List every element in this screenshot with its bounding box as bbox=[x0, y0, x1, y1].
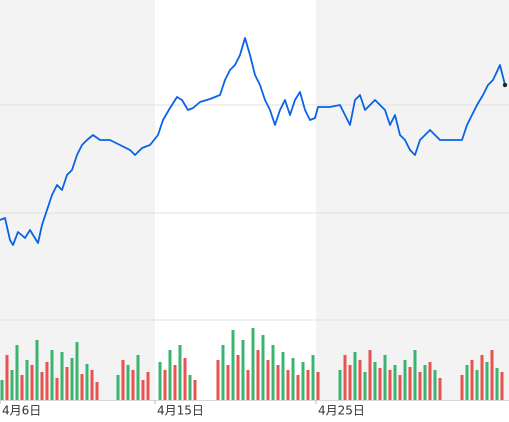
volume-bar bbox=[241, 340, 245, 400]
volume-bar bbox=[296, 375, 300, 400]
volume-bar bbox=[266, 360, 270, 400]
volume-bar bbox=[373, 362, 377, 400]
volume-bar bbox=[470, 360, 474, 400]
volume-bar bbox=[65, 367, 69, 400]
volume-bar bbox=[261, 335, 265, 400]
volume-bar bbox=[236, 355, 240, 400]
volume-bar bbox=[286, 370, 290, 400]
volume-bar bbox=[55, 378, 59, 400]
volume-bar bbox=[480, 355, 484, 400]
volume-bar bbox=[348, 365, 352, 400]
period-band bbox=[155, 0, 316, 400]
volume-bar bbox=[500, 372, 504, 400]
volume-bar bbox=[358, 360, 362, 400]
volume-bar bbox=[141, 380, 145, 400]
volume-bar bbox=[485, 362, 489, 400]
volume-bar bbox=[231, 330, 235, 400]
volume-bar bbox=[408, 367, 412, 400]
volume-bar bbox=[271, 345, 275, 400]
price-line bbox=[0, 37, 506, 246]
volume-bar bbox=[438, 378, 442, 400]
volume-bar bbox=[490, 350, 494, 400]
volume-bar bbox=[146, 372, 150, 400]
volume-bar bbox=[413, 350, 417, 400]
volume-bar bbox=[178, 345, 182, 400]
volume-bar bbox=[15, 345, 19, 400]
volume-bar bbox=[383, 355, 387, 400]
volume-bar bbox=[158, 362, 162, 400]
volume-bar bbox=[30, 365, 34, 400]
volume-bar bbox=[75, 342, 79, 400]
volume-bar bbox=[40, 372, 44, 400]
volume-bar bbox=[121, 360, 125, 400]
volume-bar bbox=[251, 328, 255, 400]
volume-bar bbox=[116, 375, 120, 400]
volume-bar bbox=[378, 368, 382, 400]
x-tick-label: 4月6日 bbox=[2, 404, 41, 418]
volume-bar bbox=[291, 358, 295, 400]
volume-bar bbox=[0, 380, 4, 400]
period-band bbox=[316, 0, 509, 400]
volume-bar bbox=[183, 358, 187, 400]
x-tick-label: 4月15日 bbox=[157, 404, 204, 418]
volume-bar bbox=[168, 350, 172, 400]
volume-bar bbox=[246, 370, 250, 400]
x-tick-label: 4月25日 bbox=[318, 404, 365, 418]
volume-bar bbox=[193, 380, 197, 400]
volume-bar bbox=[475, 370, 479, 400]
volume-bar bbox=[465, 365, 469, 400]
volume-bar bbox=[428, 362, 432, 400]
volume-bar bbox=[368, 350, 372, 400]
volume-bar bbox=[316, 372, 320, 400]
volume-bar bbox=[50, 350, 54, 400]
volume-bar bbox=[460, 375, 464, 400]
volume-bar bbox=[363, 372, 367, 400]
volume-bar bbox=[20, 375, 24, 400]
volume-bar bbox=[45, 362, 49, 400]
period-band bbox=[0, 0, 155, 400]
volume-bar bbox=[276, 365, 280, 400]
volume-bar bbox=[188, 375, 192, 400]
volume-bar bbox=[126, 365, 130, 400]
volume-bar bbox=[388, 370, 392, 400]
volume-bar bbox=[85, 364, 89, 400]
volume-bar bbox=[343, 355, 347, 400]
volume-bar bbox=[90, 370, 94, 400]
volume-bar bbox=[25, 360, 29, 400]
volume-bar bbox=[136, 355, 140, 400]
volume-bar bbox=[338, 370, 342, 400]
volume-bar bbox=[418, 372, 422, 400]
last-point bbox=[502, 82, 508, 88]
volume-bar bbox=[5, 355, 9, 400]
volume-bar bbox=[80, 374, 84, 400]
volume-bar bbox=[216, 360, 220, 400]
volume-bar bbox=[131, 370, 135, 400]
volume-bar bbox=[433, 370, 437, 400]
volume-bar bbox=[398, 375, 402, 400]
volume-bar bbox=[226, 365, 230, 400]
volume-bar bbox=[281, 352, 285, 400]
volume-bar bbox=[60, 352, 64, 400]
volume-bar bbox=[311, 355, 315, 400]
volume-bar bbox=[393, 365, 397, 400]
volume-bar bbox=[306, 370, 310, 400]
volume-bar bbox=[95, 382, 99, 400]
volume-bar bbox=[173, 365, 177, 400]
volume-bar bbox=[423, 365, 427, 400]
volume-bar bbox=[403, 360, 407, 400]
volume-bar bbox=[256, 350, 260, 400]
volume-bar bbox=[10, 370, 14, 400]
volume-bar bbox=[35, 340, 39, 400]
volume-bar bbox=[221, 345, 225, 400]
volume-bar bbox=[163, 370, 167, 400]
volume-bar bbox=[495, 368, 499, 400]
volume-bar bbox=[353, 352, 357, 400]
volume-bar bbox=[301, 362, 305, 400]
volume-bar bbox=[70, 358, 74, 400]
